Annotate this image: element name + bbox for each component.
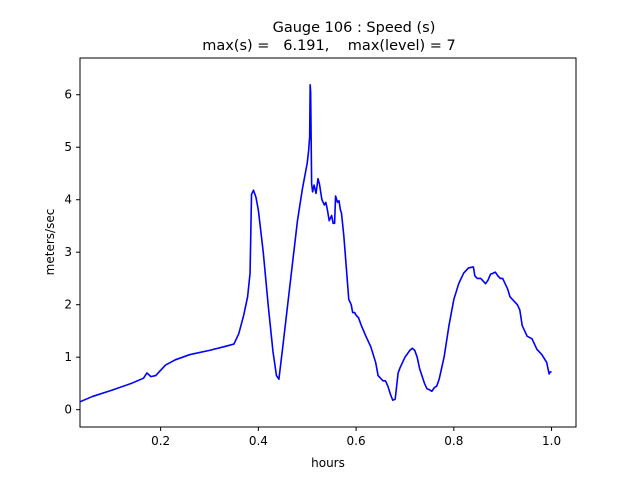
y-tick-label: 4 xyxy=(64,193,72,207)
plot-frame xyxy=(79,57,577,428)
y-axis-label: meters/sec xyxy=(43,209,57,276)
y-axis-ticks: 0 1 2 3 4 5 6 xyxy=(64,88,80,417)
chart-subtitle: max(s) = 6.191, max(level) = 7 xyxy=(202,38,456,54)
x-tick-label: 0.8 xyxy=(444,434,463,448)
series-line-0 xyxy=(79,83,552,403)
chart-title: Gauge 106 : Speed (s) xyxy=(273,20,436,36)
y-tick-label: 1 xyxy=(64,350,72,364)
y-tick-label: 6 xyxy=(64,88,72,102)
x-tick-label: 0.4 xyxy=(249,434,268,448)
x-axis-ticks: 0.2 0.4 0.6 0.8 1.0 xyxy=(151,427,561,448)
x-tick-label: 0.2 xyxy=(151,434,170,448)
plot-area xyxy=(79,83,552,403)
y-tick-label: 5 xyxy=(64,140,72,154)
y-tick-label: 2 xyxy=(64,298,72,312)
y-tick-label: 3 xyxy=(64,245,72,259)
y-tick-label: 0 xyxy=(64,403,72,417)
x-tick-label: 0.6 xyxy=(347,434,366,448)
x-tick-label: 1.0 xyxy=(542,434,561,448)
x-axis-label: hours xyxy=(311,456,345,470)
